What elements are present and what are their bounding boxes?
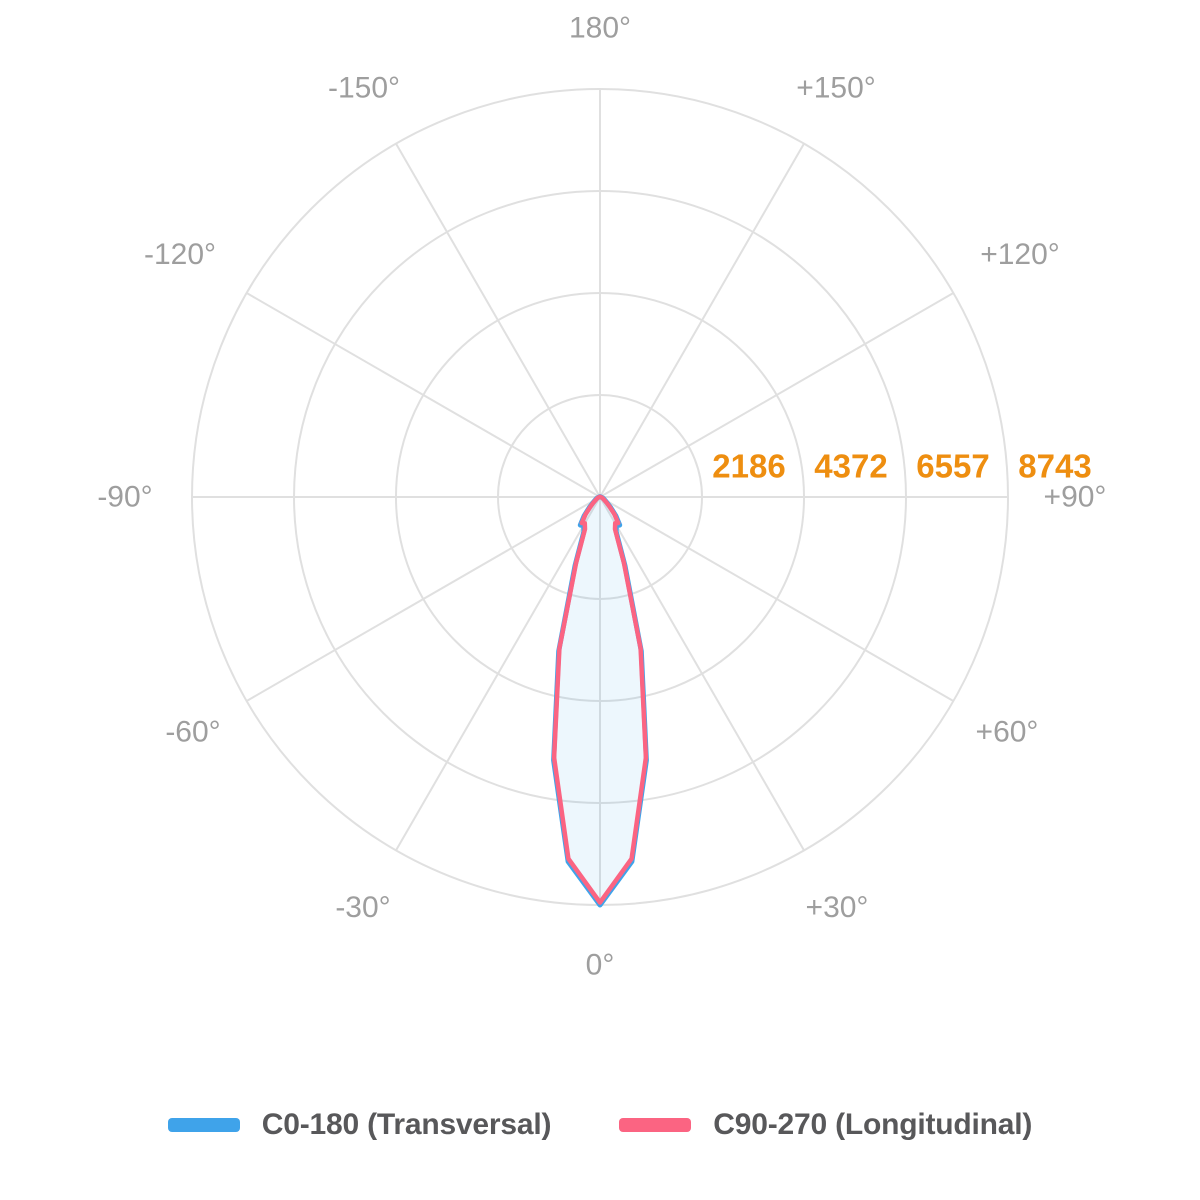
polar-grid-spoke bbox=[599, 496, 805, 851]
polar-grid-spoke bbox=[246, 496, 601, 702]
c90-270-legend-label: C90-270 (Longitudinal) bbox=[713, 1108, 1033, 1141]
angle-tick-label: 180° bbox=[569, 12, 631, 45]
angle-tick-label: 0° bbox=[586, 949, 615, 982]
legend-item-c0-180[interactable]: C0-180 (Transversal) bbox=[167, 1108, 552, 1142]
radial-value-label: 4372 bbox=[814, 448, 887, 485]
c0-180-series-swatch bbox=[167, 1118, 240, 1132]
c90-270-curve bbox=[551, 494, 649, 905]
angle-tick-label: -120° bbox=[144, 238, 216, 271]
radial-value-label: 6557 bbox=[916, 448, 989, 485]
polar-grid-spoke bbox=[395, 143, 601, 498]
radial-value-label: 2186 bbox=[712, 448, 785, 485]
polar-grid-spoke bbox=[599, 496, 954, 702]
c90-270-series-swatch bbox=[619, 1118, 692, 1132]
polar-grid-spoke bbox=[395, 496, 601, 851]
angle-tick-label: -150° bbox=[328, 72, 400, 105]
polar-grid-spoke bbox=[246, 292, 601, 498]
angle-tick-label: -60° bbox=[165, 716, 220, 749]
angle-tick-label: +150° bbox=[796, 72, 876, 105]
angle-tick-label: +60° bbox=[976, 716, 1039, 749]
angle-tick-label: +30° bbox=[806, 891, 869, 924]
angle-tick-label: +120° bbox=[980, 238, 1060, 271]
polar-grid-spoke bbox=[599, 292, 954, 498]
angle-tick-label: -90° bbox=[97, 481, 152, 514]
legend-item-c90-270[interactable]: C90-270 (Longitudinal) bbox=[619, 1108, 1032, 1142]
chart-legend: C0-180 (Transversal) C90-270 (Longitudin… bbox=[0, 1100, 1200, 1150]
polar-grid-spoke bbox=[599, 143, 805, 498]
polar-chart-canvas: 180° -150° +150° -120° +120° -90° +90° -60° +60°… bbox=[97, 12, 1107, 982]
angle-tick-label: +90° bbox=[1044, 481, 1107, 514]
angle-tick-label: -30° bbox=[335, 891, 390, 924]
radial-value-label: 8743 bbox=[1018, 448, 1091, 485]
c0-180-legend-label: C0-180 (Transversal) bbox=[261, 1108, 552, 1141]
